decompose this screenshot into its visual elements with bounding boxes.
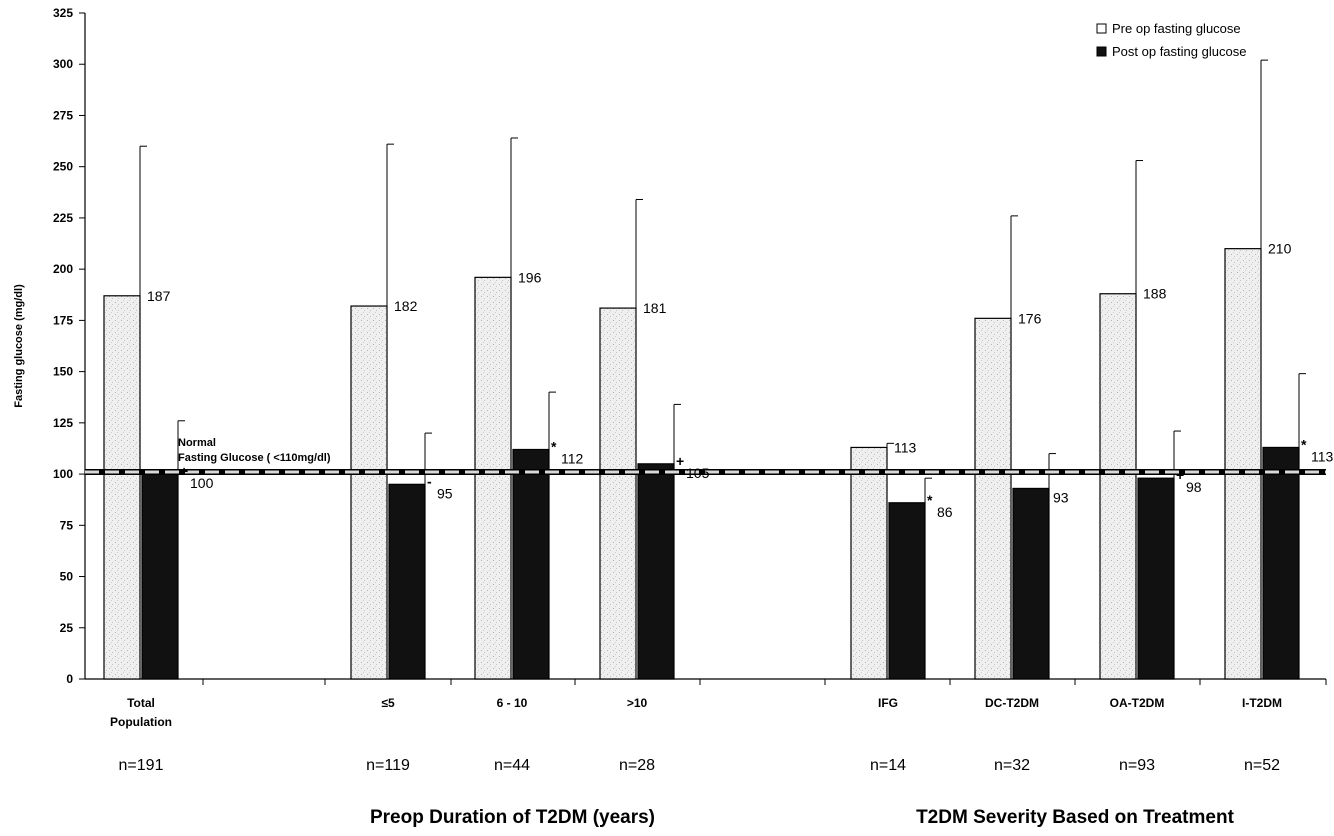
legend-label: Pre op fasting glucose: [1112, 21, 1241, 36]
pre-op-value-label: 210: [1268, 241, 1292, 257]
significance-marker: +: [180, 463, 188, 479]
sample-size-label: n=28: [619, 757, 655, 774]
pre-op-value-label: 182: [394, 298, 418, 314]
legend-label: Post op fasting glucose: [1112, 44, 1246, 59]
category-label: DC-T2DM: [985, 696, 1039, 710]
post-op-bar: [637, 463, 675, 680]
pre-op-bar: [474, 276, 512, 680]
sample-size-label: n=14: [870, 757, 906, 774]
group-label: Preop Duration of T2DM (years): [370, 807, 655, 828]
reference-line-label: Fasting Glucose ( <110mg/dl): [178, 452, 331, 464]
post-op-bar: [888, 502, 926, 680]
pre-op-value-label: 188: [1143, 286, 1167, 302]
y-tick-label: 50: [60, 570, 74, 584]
sample-size-label: n=191: [119, 757, 164, 774]
category-label: Total: [127, 696, 155, 710]
post-op-bar: [512, 448, 550, 680]
post-op-value-label: 98: [1186, 479, 1202, 495]
category-label: Population: [110, 715, 172, 729]
category-label: >10: [627, 696, 648, 710]
sample-size-label: n=119: [366, 757, 410, 774]
group-label: T2DM Severity Based on Treatment: [916, 807, 1234, 828]
post-op-bar: [1262, 446, 1300, 680]
category-label: I-T2DM: [1242, 696, 1282, 710]
post-op-bar: [1012, 487, 1050, 680]
y-tick-label: 75: [60, 518, 74, 532]
post-op-value-label: 112: [561, 450, 584, 466]
legend-swatch: [1096, 46, 1107, 57]
category-label: 6 - 10: [497, 696, 528, 710]
post-op-value-label: 100: [190, 475, 214, 491]
pre-op-bar: [974, 317, 1012, 680]
y-tick-label: 0: [66, 672, 73, 686]
pre-op-bar: [1224, 248, 1262, 680]
category-label: IFG: [878, 696, 898, 710]
y-tick-label: 200: [53, 262, 73, 276]
pre-op-bar: [850, 446, 888, 680]
sample-size-label: n=44: [494, 757, 530, 774]
pre-op-value-label: 176: [1018, 310, 1042, 326]
pre-op-value-label: 181: [643, 300, 667, 316]
y-tick-label: 225: [53, 211, 73, 225]
post-op-value-label: 86: [937, 504, 953, 520]
y-tick-label: 300: [53, 57, 73, 71]
y-tick-label: 175: [53, 313, 73, 327]
post-op-value-label: 113: [1311, 448, 1334, 464]
y-axis-title: Fasting glucose (mg/dl): [13, 284, 25, 408]
pre-op-bar: [103, 295, 141, 680]
reference-line-label: Normal: [178, 437, 216, 449]
post-op-bar: [388, 483, 426, 680]
significance-marker: +: [676, 453, 684, 469]
sample-size-label: n=52: [1244, 757, 1280, 774]
pre-op-bar: [599, 307, 637, 680]
post-op-value-label: 95: [437, 485, 453, 501]
pre-op-value-label: 196: [518, 269, 542, 285]
category-label: OA-T2DM: [1110, 696, 1165, 710]
y-tick-label: 250: [53, 160, 73, 174]
category-label: ≤5: [381, 696, 395, 710]
sample-size-label: n=32: [994, 757, 1030, 774]
pre-op-value-label: 187: [147, 288, 171, 304]
post-op-bar: [1137, 477, 1175, 680]
y-tick-label: 150: [53, 365, 73, 379]
legend-swatch: [1096, 23, 1107, 34]
significance-marker: -: [427, 473, 432, 489]
y-tick-label: 25: [60, 621, 74, 635]
post-op-value-label: 93: [1053, 489, 1069, 505]
significance-marker: *: [551, 438, 557, 454]
y-tick-label: 100: [53, 467, 73, 481]
significance-marker: *: [1301, 436, 1307, 452]
pre-op-bar: [350, 305, 388, 680]
sample-size-label: n=93: [1119, 757, 1155, 774]
y-tick-label: 325: [53, 6, 73, 20]
post-op-bar: [141, 473, 179, 680]
pre-op-value-label: 113: [894, 439, 917, 455]
post-op-value-label: 105: [686, 465, 710, 481]
y-tick-label: 125: [53, 416, 73, 430]
pre-op-bar: [1099, 293, 1137, 680]
y-tick-label: 275: [53, 108, 73, 122]
significance-marker: *: [927, 492, 933, 508]
significance-marker: +: [1176, 467, 1184, 483]
